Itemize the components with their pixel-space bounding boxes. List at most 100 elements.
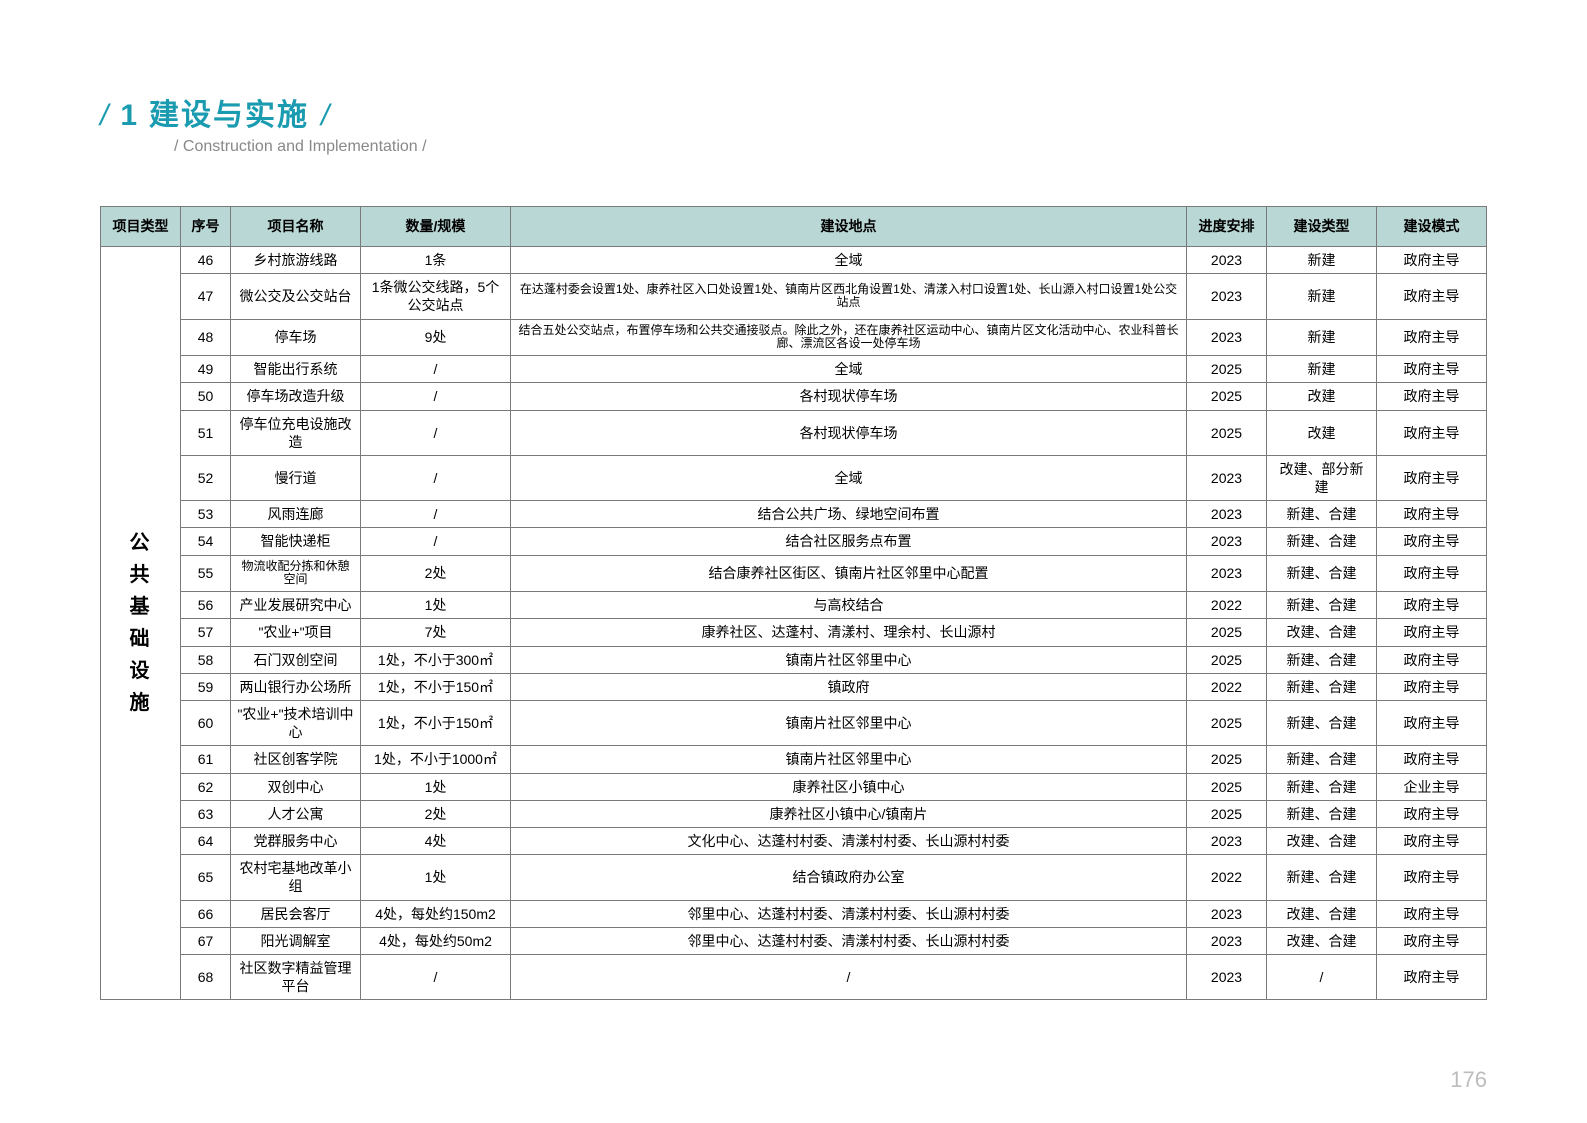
cell-mode: 政府主导	[1377, 592, 1487, 619]
table-row: 公共基础设施46乡村旅游线路1条全域2023新建政府主导	[101, 247, 1487, 274]
cell-build-type: 改建	[1267, 410, 1377, 455]
cell-scale: 1条微公交线路，5个公交站点	[361, 274, 511, 319]
cell-build-type: 新建、合建	[1267, 501, 1377, 528]
th-mode: 建设模式	[1377, 207, 1487, 247]
cell-scale: 1处	[361, 855, 511, 900]
page-number: 176	[1450, 1067, 1487, 1093]
section-title-cn: 建设与实施	[149, 90, 309, 134]
cell-build-type: 改建	[1267, 383, 1377, 410]
cell-schedule: 2025	[1187, 746, 1267, 773]
cell-mode: 政府主导	[1377, 274, 1487, 319]
cell-name: 停车场	[231, 319, 361, 356]
cell-schedule: 2025	[1187, 356, 1267, 383]
cell-name: 人才公寓	[231, 800, 361, 827]
cell-mode: 政府主导	[1377, 673, 1487, 700]
table-row: 55物流收配分拣和休憩空间2处结合康养社区街区、镇南片社区邻里中心配置2023新…	[101, 555, 1487, 592]
cell-location: 全域	[511, 247, 1187, 274]
table-row: 50停车场改造升级/各村现状停车场2025改建政府主导	[101, 383, 1487, 410]
subtitle-row: / Construction and Implementation /	[174, 138, 1487, 156]
projects-table: 项目类型 序号 项目名称 数量/规模 建设地点 进度安排 建设类型 建设模式 公…	[100, 206, 1487, 1000]
cell-schedule: 2023	[1187, 455, 1267, 500]
table-row: 68社区数字精益管理平台//2023/政府主导	[101, 954, 1487, 999]
section-number: 1	[120, 99, 137, 133]
title-slash-right: /	[321, 99, 329, 133]
th-schedule: 进度安排	[1187, 207, 1267, 247]
cell-mode: 政府主导	[1377, 356, 1487, 383]
cell-schedule: 2023	[1187, 319, 1267, 356]
th-type: 项目类型	[101, 207, 181, 247]
table-row: 49智能出行系统/全域2025新建政府主导	[101, 356, 1487, 383]
cell-seq: 59	[181, 673, 231, 700]
cell-schedule: 2023	[1187, 900, 1267, 927]
cell-location: 结合五处公交站点，布置停车场和公共交通接驳点。除此之外，还在康养社区运动中心、镇…	[511, 319, 1187, 356]
cell-seq: 60	[181, 701, 231, 746]
cell-location: 邻里中心、达蓬村村委、清漾村村委、长山源村村委	[511, 927, 1187, 954]
cell-seq: 52	[181, 455, 231, 500]
cell-scale: 1处，不小于1000㎡	[361, 746, 511, 773]
th-scale: 数量/规模	[361, 207, 511, 247]
table-row: 62双创中心1处康养社区小镇中心2025新建、合建企业主导	[101, 773, 1487, 800]
title-slash-left: /	[100, 99, 108, 133]
cell-name: 微公交及公交站台	[231, 274, 361, 319]
table-row: 66居民会客厅4处，每处约150m2邻里中心、达蓬村村委、清漾村村委、长山源村村…	[101, 900, 1487, 927]
cell-seq: 55	[181, 555, 231, 592]
cell-schedule: 2023	[1187, 555, 1267, 592]
cell-seq: 46	[181, 247, 231, 274]
cell-location: 镇南片社区邻里中心	[511, 646, 1187, 673]
cell-mode: 政府主导	[1377, 855, 1487, 900]
cell-seq: 50	[181, 383, 231, 410]
cell-build-type: 改建、合建	[1267, 927, 1377, 954]
cell-scale: 1处，不小于300㎡	[361, 646, 511, 673]
cell-scale: 7处	[361, 619, 511, 646]
cell-scale: 4处，每处约150m2	[361, 900, 511, 927]
cell-name: 社区创客学院	[231, 746, 361, 773]
cell-schedule: 2022	[1187, 592, 1267, 619]
table-row: 59两山银行办公场所1处，不小于150㎡镇政府2022新建、合建政府主导	[101, 673, 1487, 700]
cell-location: 各村现状停车场	[511, 383, 1187, 410]
cell-location: 结合公共广场、绿地空间布置	[511, 501, 1187, 528]
cell-name: 产业发展研究中心	[231, 592, 361, 619]
cell-build-type: 改建、合建	[1267, 900, 1377, 927]
category-cell: 公共基础设施	[101, 247, 181, 1000]
cell-build-type: 改建、合建	[1267, 827, 1377, 854]
cell-mode: 政府主导	[1377, 455, 1487, 500]
cell-mode: 政府主导	[1377, 746, 1487, 773]
cell-mode: 政府主导	[1377, 619, 1487, 646]
cell-scale: 1条	[361, 247, 511, 274]
cell-name: 阳光调解室	[231, 927, 361, 954]
cell-name: 双创中心	[231, 773, 361, 800]
cell-build-type: 新建、合建	[1267, 528, 1377, 555]
cell-schedule: 2025	[1187, 619, 1267, 646]
cell-scale: 9处	[361, 319, 511, 356]
cell-name: 乡村旅游线路	[231, 247, 361, 274]
cell-build-type: 新建、合建	[1267, 592, 1377, 619]
cell-mode: 政府主导	[1377, 383, 1487, 410]
table-row: 48停车场9处结合五处公交站点，布置停车场和公共交通接驳点。除此之外，还在康养社…	[101, 319, 1487, 356]
cell-location: 在达蓬村委会设置1处、康养社区入口处设置1处、镇南片区西北角设置1处、清漾入村口…	[511, 274, 1187, 319]
cell-scale: /	[361, 383, 511, 410]
cell-name: 停车位充电设施改造	[231, 410, 361, 455]
cell-schedule: 2022	[1187, 855, 1267, 900]
cell-scale: 1处，不小于150㎡	[361, 701, 511, 746]
cell-location: 全域	[511, 455, 1187, 500]
table-row: 61社区创客学院1处，不小于1000㎡镇南片社区邻里中心2025新建、合建政府主…	[101, 746, 1487, 773]
cell-mode: 政府主导	[1377, 528, 1487, 555]
cell-mode: 政府主导	[1377, 900, 1487, 927]
cell-seq: 53	[181, 501, 231, 528]
cell-location: 全域	[511, 356, 1187, 383]
cell-seq: 56	[181, 592, 231, 619]
cell-seq: 68	[181, 954, 231, 999]
cell-mode: 政府主导	[1377, 827, 1487, 854]
cell-build-type: 新建、合建	[1267, 800, 1377, 827]
cell-name: 居民会客厅	[231, 900, 361, 927]
table-row: 56产业发展研究中心1处与高校结合2022新建、合建政府主导	[101, 592, 1487, 619]
cell-schedule: 2025	[1187, 773, 1267, 800]
cell-seq: 65	[181, 855, 231, 900]
table-body: 公共基础设施46乡村旅游线路1条全域2023新建政府主导47微公交及公交站台1条…	[101, 247, 1487, 1000]
cell-name: 农村宅基地改革小组	[231, 855, 361, 900]
cell-build-type: 新建、合建	[1267, 673, 1377, 700]
cell-schedule: 2023	[1187, 247, 1267, 274]
cell-mode: 政府主导	[1377, 954, 1487, 999]
cell-scale: /	[361, 410, 511, 455]
cell-mode: 政府主导	[1377, 646, 1487, 673]
